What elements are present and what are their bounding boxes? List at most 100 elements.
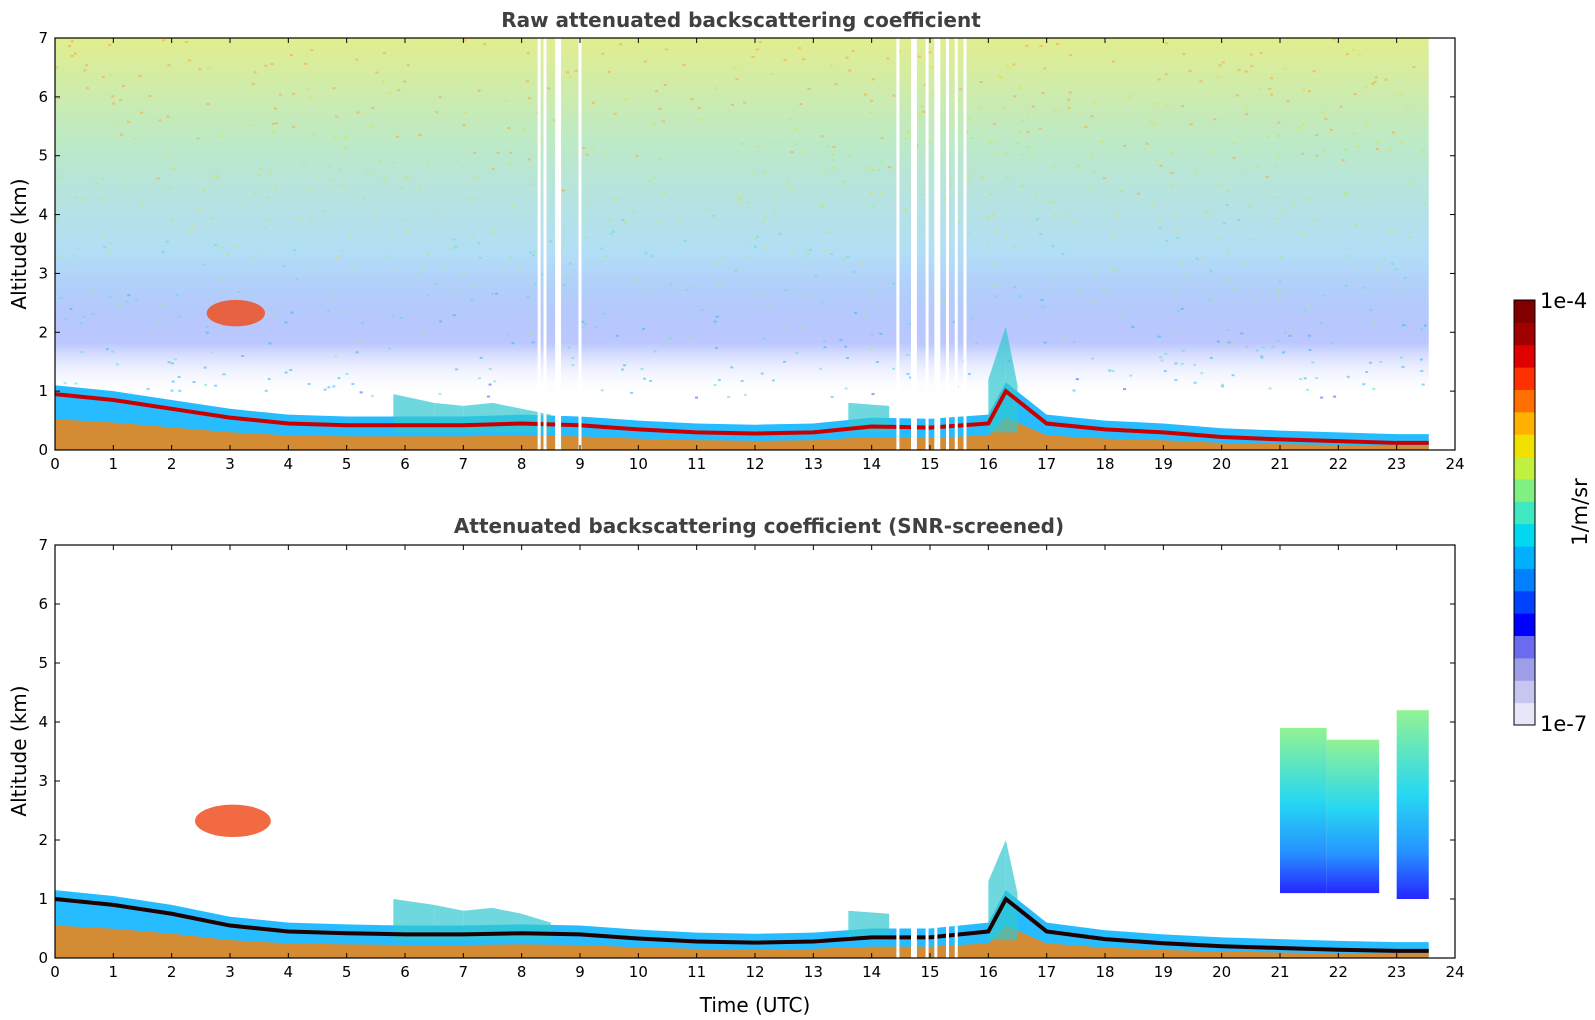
sky-speckle-dot bbox=[307, 87, 311, 90]
sky-speckle-dot bbox=[1218, 64, 1222, 67]
sky-speckle-dot bbox=[471, 237, 475, 240]
sky-speckle-dot bbox=[1298, 231, 1302, 234]
sky-speckle-dot bbox=[1369, 309, 1373, 312]
sky-speckle-dot bbox=[624, 222, 628, 225]
sky-speckle-dot bbox=[1090, 115, 1094, 118]
x-tick-label: 17 bbox=[1037, 963, 1056, 981]
sky-speckle-dot bbox=[164, 153, 168, 156]
sky-speckle-dot bbox=[584, 236, 588, 239]
sky-speckle-dot bbox=[187, 59, 191, 62]
x-tick-label: 23 bbox=[1387, 455, 1406, 473]
sky-speckle-dot bbox=[822, 205, 826, 208]
sky-speckle-dot bbox=[753, 245, 757, 248]
sky-speckle-dot bbox=[783, 59, 787, 62]
sky-speckle-dot bbox=[289, 368, 293, 371]
sky-speckle-dot bbox=[165, 240, 169, 243]
sky-speckle-dot bbox=[488, 383, 492, 386]
sky-speckle-dot bbox=[952, 320, 956, 323]
sky-speckle-dot bbox=[271, 122, 275, 125]
sky-speckle-dot bbox=[1276, 218, 1280, 221]
sky-speckle-dot bbox=[823, 346, 827, 349]
sky-speckle-dot bbox=[585, 153, 589, 156]
sky-speckle-dot bbox=[1003, 107, 1007, 110]
sky-speckle-dot bbox=[1250, 65, 1254, 68]
sky-speckle-dot bbox=[827, 231, 831, 234]
sky-speckle-dot bbox=[423, 330, 427, 333]
sky-speckle-dot bbox=[392, 161, 396, 164]
sky-speckle-dot bbox=[477, 89, 481, 92]
sky-speckle-dot bbox=[609, 232, 613, 235]
sky-speckle-dot bbox=[1018, 86, 1022, 89]
sky-speckle-dot bbox=[549, 240, 553, 243]
sky-speckle-dot bbox=[871, 168, 875, 171]
x-tick-label: 15 bbox=[920, 963, 939, 981]
sky-speckle-dot bbox=[943, 197, 947, 200]
sky-speckle-dot bbox=[1073, 221, 1077, 224]
sky-speckle-dot bbox=[454, 159, 458, 162]
x-tick-label: 21 bbox=[1270, 455, 1289, 473]
sky-speckle-dot bbox=[608, 219, 612, 222]
sky-speckle-dot bbox=[920, 105, 924, 108]
sky-speckle-dot bbox=[1160, 359, 1164, 362]
sky-speckle-dot bbox=[860, 262, 864, 265]
sky-speckle-dot bbox=[634, 279, 638, 282]
sky-speckle-dot bbox=[1158, 226, 1162, 229]
sky-speckle-dot bbox=[217, 277, 221, 280]
sky-speckle-dot bbox=[1247, 206, 1251, 209]
sky-speckle-dot bbox=[1353, 132, 1357, 135]
aerosol-bump bbox=[393, 394, 435, 433]
sky-speckle-dot bbox=[734, 269, 738, 272]
sky-speckle-dot bbox=[83, 69, 87, 72]
x-tick-label: 14 bbox=[862, 963, 881, 981]
sky-speckle-dot bbox=[774, 142, 778, 145]
sky-speckle-dot bbox=[807, 88, 811, 91]
sky-speckle-dot bbox=[1298, 378, 1302, 381]
sky-speckle-dot bbox=[1091, 357, 1095, 360]
x-tick-label: 1 bbox=[109, 455, 119, 473]
sky-speckle-dot bbox=[967, 177, 971, 180]
sky-speckle-dot bbox=[329, 165, 333, 168]
sky-speckle-dot bbox=[1094, 102, 1098, 105]
sky-speckle-dot bbox=[85, 64, 89, 67]
sky-speckle-dot bbox=[794, 143, 798, 146]
x-tick-label: 0 bbox=[50, 963, 60, 981]
sky-speckle-dot bbox=[1155, 159, 1159, 162]
sky-speckle-dot bbox=[1043, 341, 1047, 344]
sky-speckle-dot bbox=[869, 166, 873, 169]
sky-speckle-dot bbox=[1384, 78, 1388, 81]
panel-screened: Attenuated backscattering coefficient (S… bbox=[7, 514, 1465, 1017]
sky-speckle-dot bbox=[1038, 127, 1042, 130]
x-tick-label: 22 bbox=[1329, 455, 1348, 473]
sky-speckle-dot bbox=[1230, 342, 1234, 345]
y-tick-label: 6 bbox=[38, 88, 48, 106]
sky-speckle-dot bbox=[658, 108, 662, 111]
y-axis-label-raw: Altitude (km) bbox=[7, 178, 31, 309]
sky-speckle-dot bbox=[994, 229, 998, 232]
sky-speckle-dot bbox=[1136, 192, 1140, 195]
sky-speckle-dot bbox=[295, 278, 299, 281]
sky-speckle-dot bbox=[112, 102, 116, 105]
sky-speckle-dot bbox=[991, 213, 995, 216]
sky-speckle-dot bbox=[1423, 324, 1427, 327]
sky-speckle-dot bbox=[539, 138, 543, 141]
colorbar-step bbox=[1514, 367, 1535, 390]
sky-speckle-dot bbox=[1094, 273, 1098, 276]
sky-speckle-dot bbox=[1362, 383, 1366, 386]
sky-speckle-dot bbox=[83, 315, 87, 318]
surface-warm-band bbox=[55, 417, 1429, 450]
sky-speckle-dot bbox=[1226, 250, 1230, 253]
sky-speckle-dot bbox=[1209, 270, 1213, 273]
sky-speckle-dot bbox=[1077, 164, 1081, 167]
x-tick-label: 12 bbox=[745, 963, 764, 981]
sky-speckle-dot bbox=[1067, 98, 1071, 101]
sky-speckle-dot bbox=[648, 180, 652, 183]
sky-speckle-dot bbox=[1321, 111, 1325, 114]
sky-speckle-dot bbox=[1157, 335, 1161, 338]
x-tick-label: 4 bbox=[284, 963, 294, 981]
sky-speckle-dot bbox=[1072, 341, 1076, 344]
sky-speckle-dot bbox=[212, 175, 216, 178]
sky-speckle-dot bbox=[1392, 231, 1396, 234]
sky-speckle-dot bbox=[157, 321, 161, 324]
y-tick-label: 4 bbox=[38, 713, 48, 731]
sky-speckle-dot bbox=[366, 172, 370, 175]
